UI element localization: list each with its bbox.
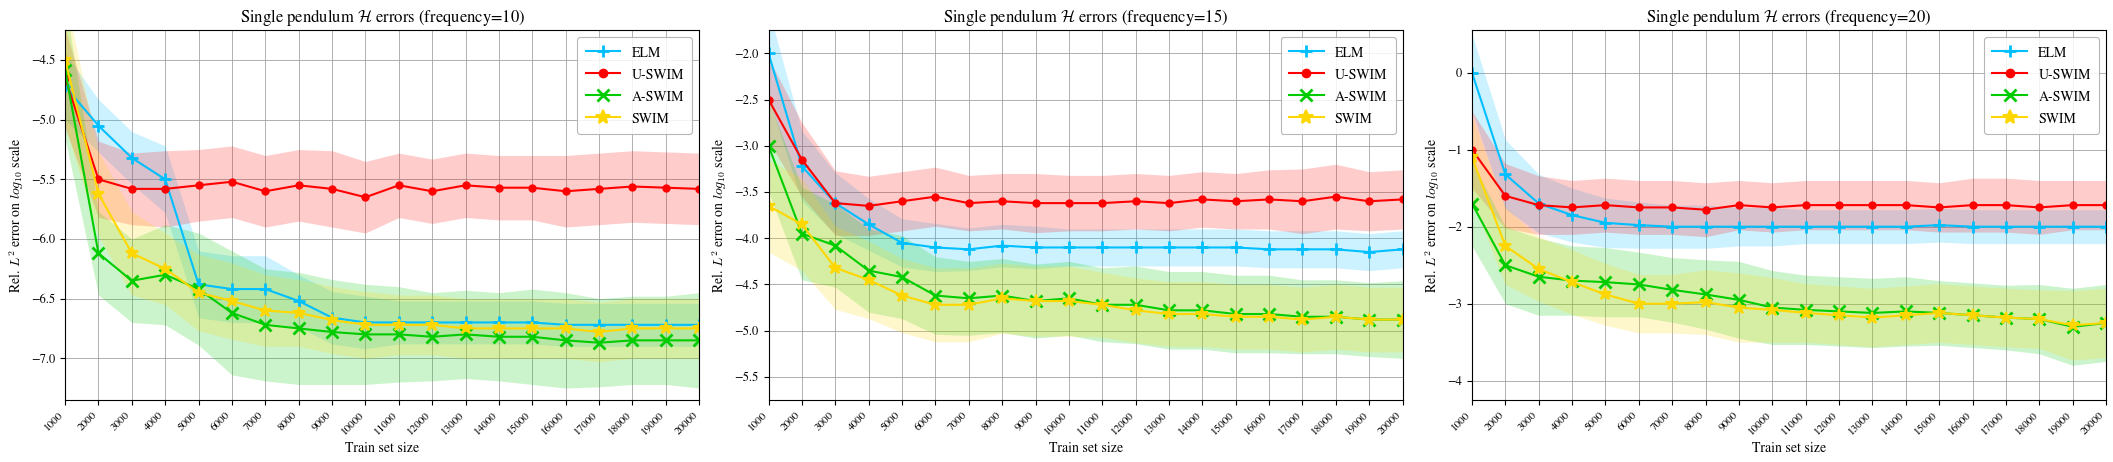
X-axis label: Train set size: Train set size [344,442,418,455]
X-axis label: Train set size: Train set size [1048,442,1122,455]
Y-axis label: Rel. $L^2$ error on $log_{10}$ scale: Rel. $L^2$ error on $log_{10}$ scale [1422,138,1441,293]
Legend: ELM, U-SWIM, A-SWIM, SWIM: ELM, U-SWIM, A-SWIM, SWIM [1280,37,1397,134]
Title: Single pendulum $\mathcal{H}$ errors (frequency=10): Single pendulum $\mathcal{H}$ errors (fr… [239,7,524,28]
Legend: ELM, U-SWIM, A-SWIM, SWIM: ELM, U-SWIM, A-SWIM, SWIM [1984,37,2098,134]
Legend: ELM, U-SWIM, A-SWIM, SWIM: ELM, U-SWIM, A-SWIM, SWIM [577,37,693,134]
Title: Single pendulum $\mathcal{H}$ errors (frequency=20): Single pendulum $\mathcal{H}$ errors (fr… [1646,7,1931,28]
Y-axis label: Rel. $L^2$ error on $log_{10}$ scale: Rel. $L^2$ error on $log_{10}$ scale [6,138,25,293]
Y-axis label: Rel. $L^2$ error on $log_{10}$ scale: Rel. $L^2$ error on $log_{10}$ scale [710,138,729,293]
X-axis label: Train set size: Train set size [1752,442,1826,455]
Title: Single pendulum $\mathcal{H}$ errors (frequency=15): Single pendulum $\mathcal{H}$ errors (fr… [942,7,1228,28]
